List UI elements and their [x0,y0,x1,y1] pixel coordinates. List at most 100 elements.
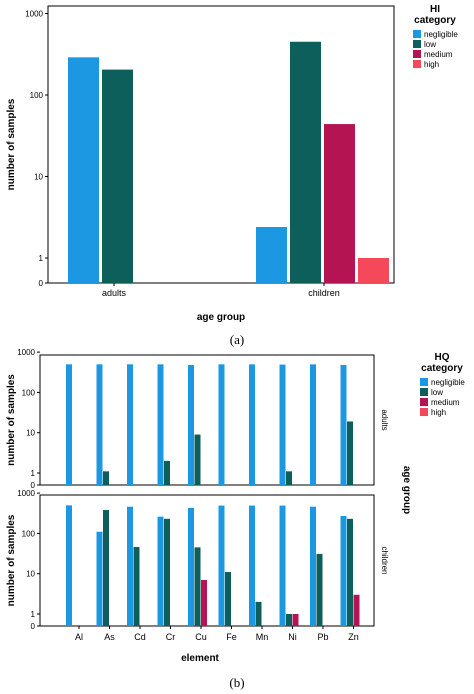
chart-b-children-ylabel: number of samples [6,514,17,606]
chart-b-adults-ytick-label: 1000 [17,348,35,357]
chart-a-legend-title: HI [430,4,440,15]
chart-b-legend-title: category [421,363,463,374]
chart-b-adults-bar-Mn-negligible [249,364,255,485]
chart-b-children-bar-As-negligible [96,531,103,626]
chart-b-adults-bar-Cr-negligible [157,364,164,485]
chart-a-ytick-label: 1 [39,254,44,263]
caption-b: (b) [229,675,245,690]
chart-b-children-bar-Cu-low [194,547,201,626]
chart-a-bar-children-negligible [256,227,287,283]
chart-b-adults-bar-Al-negligible [66,364,72,485]
chart-b-children-bar-Cu-negligible [188,507,194,626]
chart-a-bar-children-medium [324,124,355,283]
chart-a-ytick-label: 10 [34,173,43,182]
chart-b-adults-bar-Ni-low [286,471,292,485]
chart-a-ytick-label: 100 [30,91,44,100]
chart-a-ytick-label: 0 [39,279,44,288]
chart-b-xlabel: element [181,653,219,664]
chart-b-adults-ytick-label: 10 [26,429,35,438]
chart-b-children-bar-Pb-low [316,553,323,626]
chart-a-xtick-label: adults [102,288,127,298]
chart-b-legend-swatch-negligible [420,378,428,386]
chart-b-legend-swatch-high [420,408,428,416]
chart-a-frame [47,5,395,284]
chart-b-legend-label-high: high [431,408,446,417]
chart-a-legend-label-negligible: negligible [424,30,458,39]
chart-b-children-ytick-label: 0 [31,622,36,631]
chart-b-adults-bar-Zn-low [347,421,353,485]
chart-b-children-bar-Pb-negligible [310,506,316,626]
chart-a-bar-children-low [290,41,321,283]
chart-b-adults-bar-Cu-low [194,434,201,485]
chart-b-xtick-label: Pb [317,632,328,642]
chart-b-children-bar-Cd-negligible [127,506,133,626]
chart-b-legend-title: HQ [435,352,450,363]
chart-b-adults-bar-Ni-negligible [279,364,286,485]
chart-a-legend-swatch-low [413,40,421,48]
chart-b-legend-label-negligible: negligible [431,378,465,387]
chart-b-adults-ytick-label: 100 [22,388,36,397]
chart-b-xtick-label: Cr [166,632,176,642]
chart-a-legend-label-high: high [424,60,439,69]
chart-a-legend-swatch-medium [413,50,421,58]
chart-b-xtick-label: Cd [134,632,146,642]
chart-b-children-ytick-label: 1000 [17,489,35,498]
chart-b-xtick-label: As [104,632,115,642]
chart-b-children-bar-Zn-medium [353,594,360,626]
chart-a-bar-children-high [358,258,389,283]
chart-a-bar-adults-negligible [68,57,99,284]
chart-b-adults-bar-As-negligible [96,364,103,485]
chart-b-panel-axis-label: age group [401,466,412,514]
chart-b-children-bar-Mn-negligible [249,505,255,626]
chart-b-children-bar-Ni-low [286,614,292,626]
chart-a-xlabel: age group [197,312,245,323]
chart-a-legend-label-medium: medium [424,50,453,59]
chart-a-ylabel: number of samples [6,98,17,190]
chart-b-adults-bar-Fe-negligible [218,364,225,485]
chart-a-ytick-label: 1000 [25,10,43,19]
chart-b-children-bar-Al-negligible [66,505,72,626]
chart-b-children-bar-Cr-low [164,518,170,626]
chart-a-legend-swatch-negligible [413,30,421,38]
chart-b-children-bar-Ni-medium [292,614,299,626]
chart-b-children-bar-Mn-low [255,601,262,626]
chart-b-adults-panel-label: adults [380,409,389,430]
chart-b-adults-ylabel: number of samples [6,374,17,466]
chart-a-xtick-label: children [308,288,340,298]
chart-b-adults-bar-Cd-negligible [127,364,133,485]
chart-b-adults-frame [39,354,375,486]
caption-a: (a) [229,332,245,347]
chart-b-legend-label-low: low [431,388,443,397]
chart-b-xtick-label: Zn [348,632,359,642]
chart-b-legend-swatch-medium [420,398,428,406]
chart-b-xtick-label: Al [75,632,83,642]
chart-b-children-bar-Cd-low [133,546,140,626]
chart-b-adults-bar-Cr-low [164,460,170,485]
chart-b-children-bar-Cu-medium [201,579,207,626]
chart-b-children-ytick-label: 100 [22,529,36,538]
chart-a-legend-swatch-high [413,60,421,68]
chart-b-children-bar-Zn-low [347,518,353,626]
chart-b-xtick-label: Cu [195,632,207,642]
chart-a-legend-title: category [414,15,456,26]
chart-b-xtick-label: Ni [288,632,297,642]
chart-b-xtick-label: Fe [226,632,237,642]
chart-b-adults-bar-As-low [103,471,109,485]
chart-b-legend-label-medium: medium [431,398,460,407]
chart-a-legend-label-low: low [424,40,436,49]
chart-b-children-ytick-label: 10 [26,570,35,579]
chart-b-xtick-label: Mn [256,632,269,642]
chart-b-children-bar-Ni-negligible [279,505,286,626]
chart-a-bar-adults-low [102,69,133,283]
chart-b-legend-swatch-low [420,388,428,396]
chart-b-adults-bar-Pb-negligible [310,364,316,485]
chart-b-adults-ytick-label: 0 [31,481,36,490]
chart-b-children-bar-Fe-low [225,572,231,626]
chart-b-children-bar-As-low [103,510,109,626]
chart-b-children-bar-Fe-negligible [218,505,225,626]
chart-b-children-bar-Zn-negligible [340,516,347,626]
chart-b-adults-bar-Zn-negligible [340,364,347,485]
chart-b-adults-ytick-label: 1 [31,469,36,478]
chart-b-children-bar-Cr-negligible [157,516,164,626]
